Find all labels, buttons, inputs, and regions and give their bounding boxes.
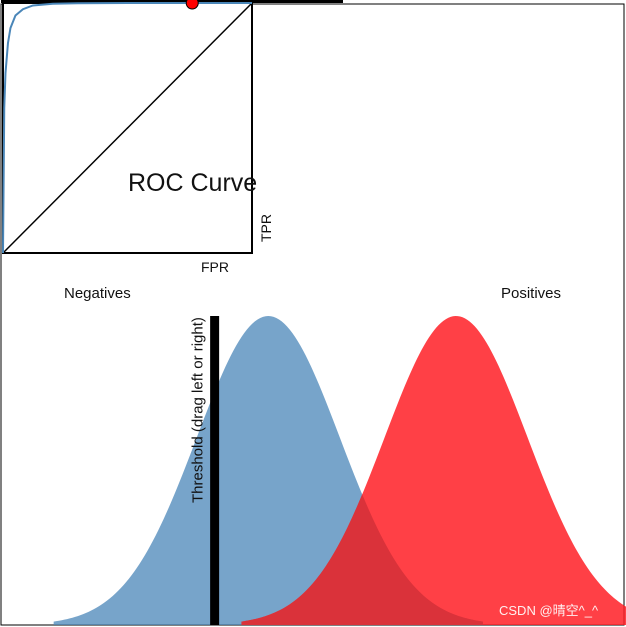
fpr-axis-label: FPR (201, 259, 229, 275)
roc-title: ROC Curve (128, 169, 257, 197)
roc-panel: ROC Curve FPR TPR (2, 0, 274, 275)
tpr-axis-label: TPR (258, 214, 274, 242)
roc-curve-line (2, 2, 252, 254)
watermark: CSDN @晴空^_^ (499, 603, 599, 618)
positives-label: Positives (501, 285, 561, 302)
roc-operating-point[interactable] (185, 0, 199, 10)
distribution-panel: Negatives Positives Threshold (drag left… (53, 285, 626, 625)
threshold-bar[interactable] (210, 316, 220, 625)
roc-diagonal (2, 2, 253, 254)
threshold-label: Threshold (drag left or right) (190, 317, 207, 503)
negatives-label: Negatives (64, 285, 131, 302)
